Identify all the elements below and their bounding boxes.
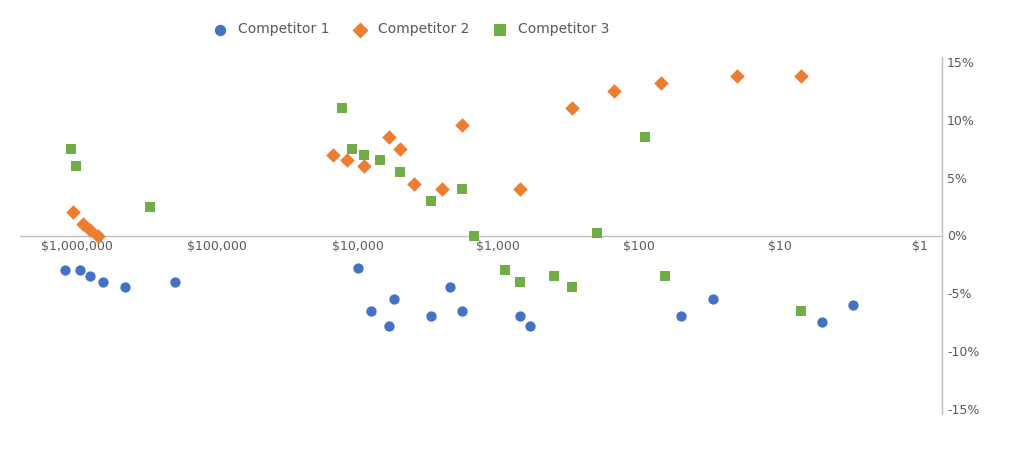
Competitor 1 (82, 272, 98, 280)
Competitor 2 (434, 186, 451, 193)
Competitor 1 (117, 284, 133, 291)
Competitor 2 (82, 226, 98, 234)
Competitor 1 (442, 284, 459, 291)
Competitor 3 (657, 272, 674, 280)
Competitor 1 (705, 295, 721, 303)
Competitor 2 (729, 73, 745, 80)
Competitor 3 (637, 134, 653, 141)
Competitor 3 (334, 105, 350, 112)
Competitor 3 (546, 272, 562, 280)
Competitor 1 (673, 313, 689, 320)
Competitor 3 (423, 197, 439, 204)
Competitor 2 (325, 151, 341, 158)
Competitor 2 (338, 157, 354, 164)
Competitor 3 (512, 278, 528, 285)
Competitor 2 (652, 79, 669, 87)
Competitor 2 (606, 88, 623, 95)
Competitor 3 (392, 168, 409, 176)
Competitor 2 (512, 186, 528, 193)
Competitor 3 (141, 203, 158, 211)
Competitor 3 (794, 307, 810, 314)
Competitor 1 (423, 313, 439, 320)
Competitor 3 (455, 186, 471, 193)
Legend: Competitor 1, Competitor 2, Competitor 3: Competitor 1, Competitor 2, Competitor 3 (201, 17, 614, 42)
Competitor 2 (794, 73, 810, 80)
Competitor 1 (381, 322, 397, 329)
Competitor 1 (521, 322, 538, 329)
Competitor 1 (57, 267, 74, 274)
Competitor 2 (455, 121, 471, 129)
Competitor 1 (455, 307, 471, 314)
Competitor 1 (386, 295, 402, 303)
Competitor 3 (564, 284, 581, 291)
Competitor 2 (381, 134, 397, 141)
Competitor 2 (564, 105, 581, 112)
Competitor 1 (814, 318, 830, 326)
Competitor 3 (466, 232, 482, 239)
Competitor 3 (497, 267, 513, 274)
Competitor 1 (845, 301, 861, 309)
Competitor 2 (90, 232, 106, 239)
Competitor 3 (372, 157, 388, 164)
Competitor 3 (69, 162, 85, 170)
Competitor 2 (356, 162, 373, 170)
Competitor 1 (349, 264, 366, 272)
Competitor 1 (167, 278, 183, 285)
Competitor 1 (94, 278, 111, 285)
Competitor 2 (75, 220, 91, 227)
Competitor 3 (356, 151, 373, 158)
Competitor 2 (392, 145, 409, 153)
Competitor 3 (344, 145, 360, 153)
Competitor 1 (364, 307, 380, 314)
Competitor 1 (512, 313, 528, 320)
Competitor 3 (62, 145, 79, 153)
Competitor 2 (66, 209, 82, 216)
Competitor 3 (589, 229, 605, 237)
Competitor 2 (406, 180, 422, 187)
Competitor 1 (72, 267, 88, 274)
